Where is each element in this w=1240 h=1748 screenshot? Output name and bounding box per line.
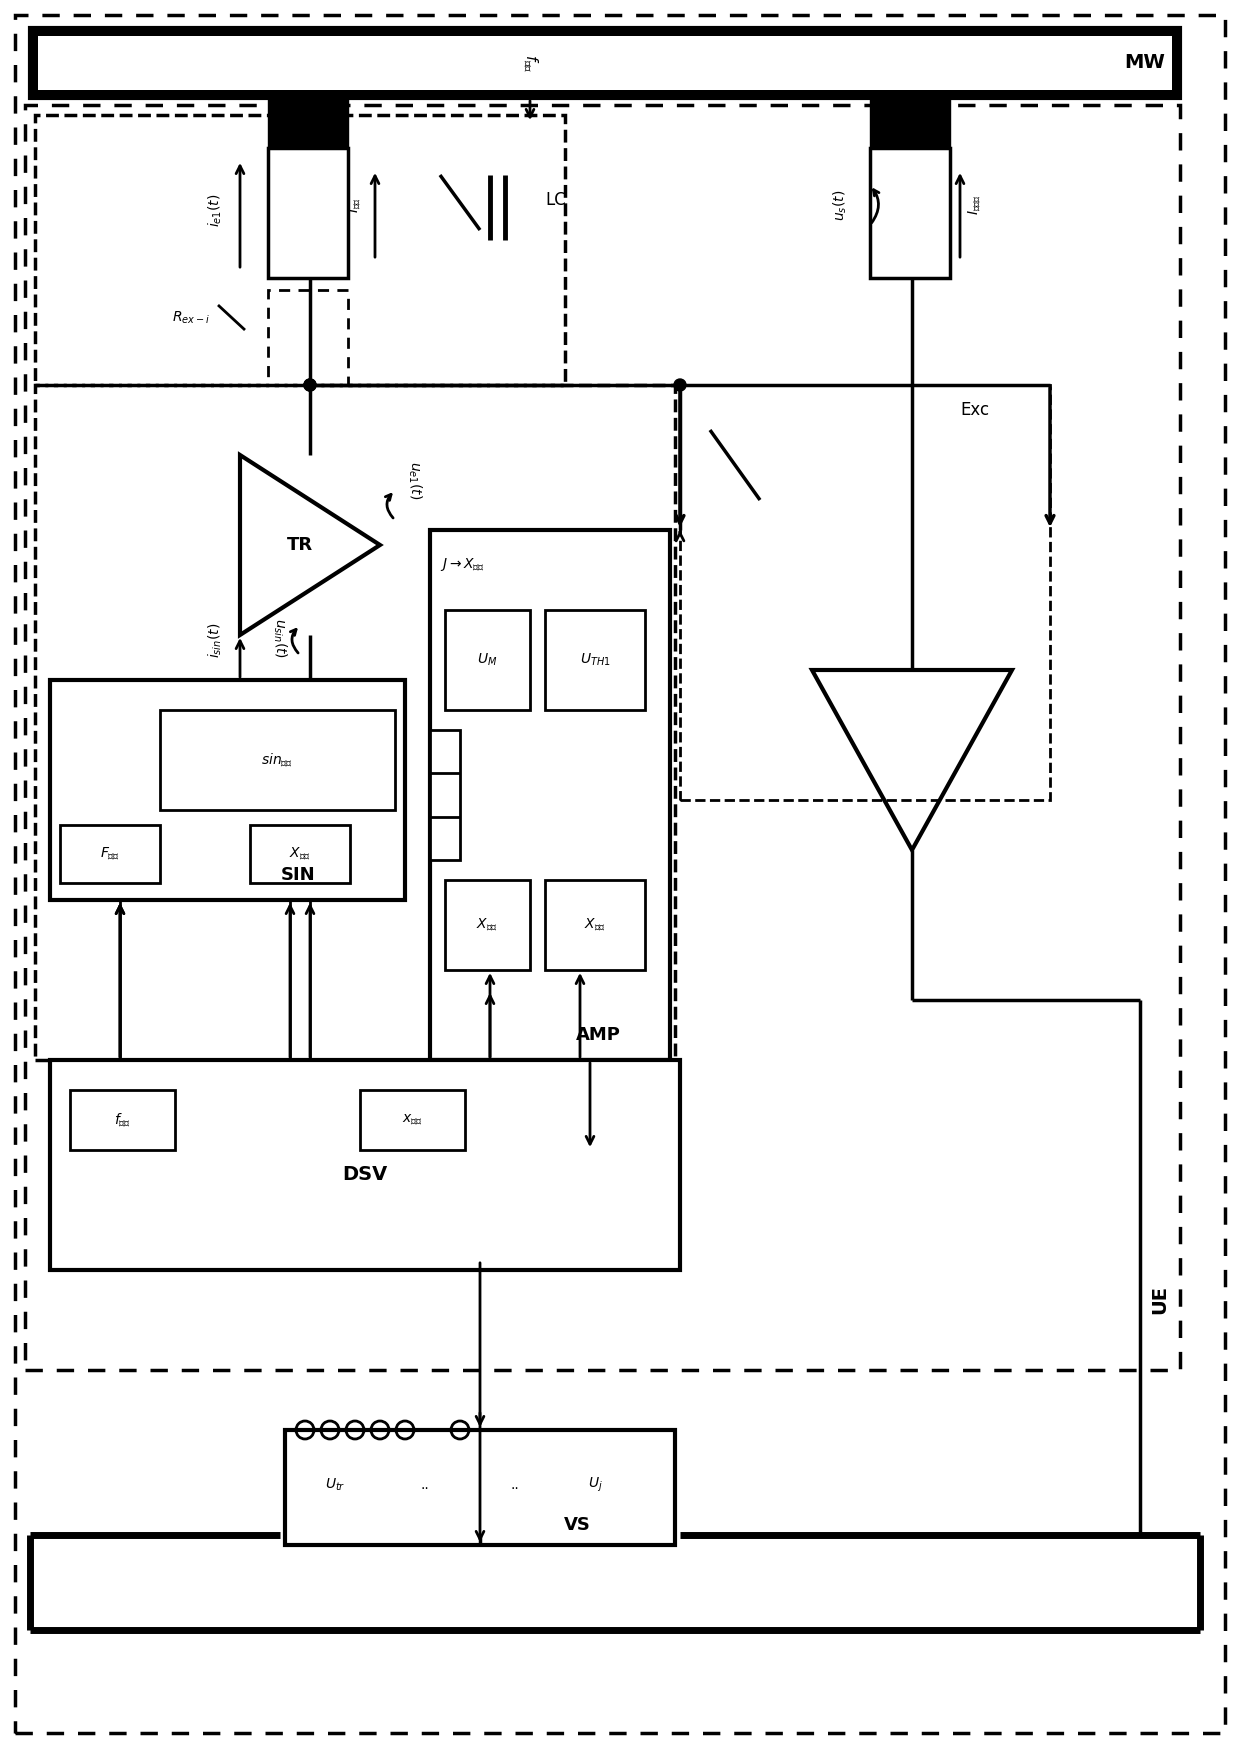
Text: $f_{驱控}$: $f_{驱控}$ <box>521 54 539 72</box>
Bar <box>50 680 405 900</box>
Text: VS: VS <box>564 1516 591 1535</box>
Text: $X_{实际}$: $X_{实际}$ <box>476 916 498 933</box>
Bar <box>546 610 645 710</box>
Bar <box>38 37 1172 89</box>
Text: $J \rightarrow X_{驱控}$: $J \rightarrow X_{驱控}$ <box>440 556 485 573</box>
Bar <box>430 530 670 1059</box>
Bar <box>285 1430 675 1545</box>
Text: $u_s(t)$: $u_s(t)$ <box>831 189 848 220</box>
Bar <box>546 879 645 970</box>
Text: $U_M$: $U_M$ <box>477 652 497 668</box>
Text: $f_{实际}$: $f_{实际}$ <box>114 1112 130 1129</box>
Circle shape <box>304 379 316 392</box>
Bar <box>160 710 396 809</box>
Bar <box>69 1091 175 1150</box>
Circle shape <box>675 379 686 392</box>
Bar <box>430 731 460 860</box>
Text: $u_{e1}(t)$: $u_{e1}(t)$ <box>407 461 424 500</box>
Text: LC: LC <box>546 191 565 210</box>
Text: $i_{sin}(t)$: $i_{sin}(t)$ <box>206 622 223 657</box>
Bar <box>25 105 1180 1370</box>
Text: $sin_{驱控}$: $sin_{驱控}$ <box>262 752 293 769</box>
Bar <box>35 115 565 385</box>
Bar <box>35 385 675 1059</box>
Bar <box>268 149 348 278</box>
Text: $U_j$: $U_j$ <box>588 1475 603 1495</box>
Text: Exc: Exc <box>961 400 990 420</box>
Bar <box>445 610 529 710</box>
Bar <box>445 879 529 970</box>
Text: $i_{e1}(t)$: $i_{e1}(t)$ <box>206 194 223 227</box>
Text: $X_{标称}$: $X_{标称}$ <box>584 916 606 933</box>
Bar <box>870 98 950 149</box>
Text: $R_{ex-i}$: $R_{ex-i}$ <box>172 309 210 327</box>
Bar <box>30 28 1180 98</box>
Text: UE: UE <box>1151 1285 1169 1314</box>
Bar <box>268 290 348 385</box>
Bar <box>60 825 160 883</box>
Circle shape <box>304 379 316 392</box>
Bar <box>50 1059 680 1271</box>
Text: $x_{实际}$: $x_{实际}$ <box>402 1113 423 1127</box>
Text: $I_{驱控}$: $I_{驱控}$ <box>347 198 363 213</box>
Text: $u_{sin}(t)$: $u_{sin}(t)$ <box>272 619 289 657</box>
Text: $U_{tr}$: $U_{tr}$ <box>325 1477 345 1493</box>
Text: SIN: SIN <box>281 865 316 884</box>
Text: $F_{设置}$: $F_{设置}$ <box>100 846 120 862</box>
Text: TR: TR <box>286 537 312 554</box>
Text: ..: .. <box>511 1479 520 1493</box>
Text: $U_{TH1}$: $U_{TH1}$ <box>579 652 610 668</box>
Bar <box>250 825 350 883</box>
Bar <box>680 385 1050 801</box>
Bar <box>870 149 950 278</box>
Text: DSV: DSV <box>342 1166 388 1185</box>
Text: ..: .. <box>420 1479 429 1493</box>
Bar <box>268 98 348 149</box>
Text: $X_{设置}$: $X_{设置}$ <box>289 846 311 862</box>
Text: MW: MW <box>1125 54 1166 72</box>
Bar <box>360 1091 465 1150</box>
Text: AMP: AMP <box>575 1026 620 1044</box>
Text: $I_{传感器}$: $I_{传感器}$ <box>967 194 983 215</box>
